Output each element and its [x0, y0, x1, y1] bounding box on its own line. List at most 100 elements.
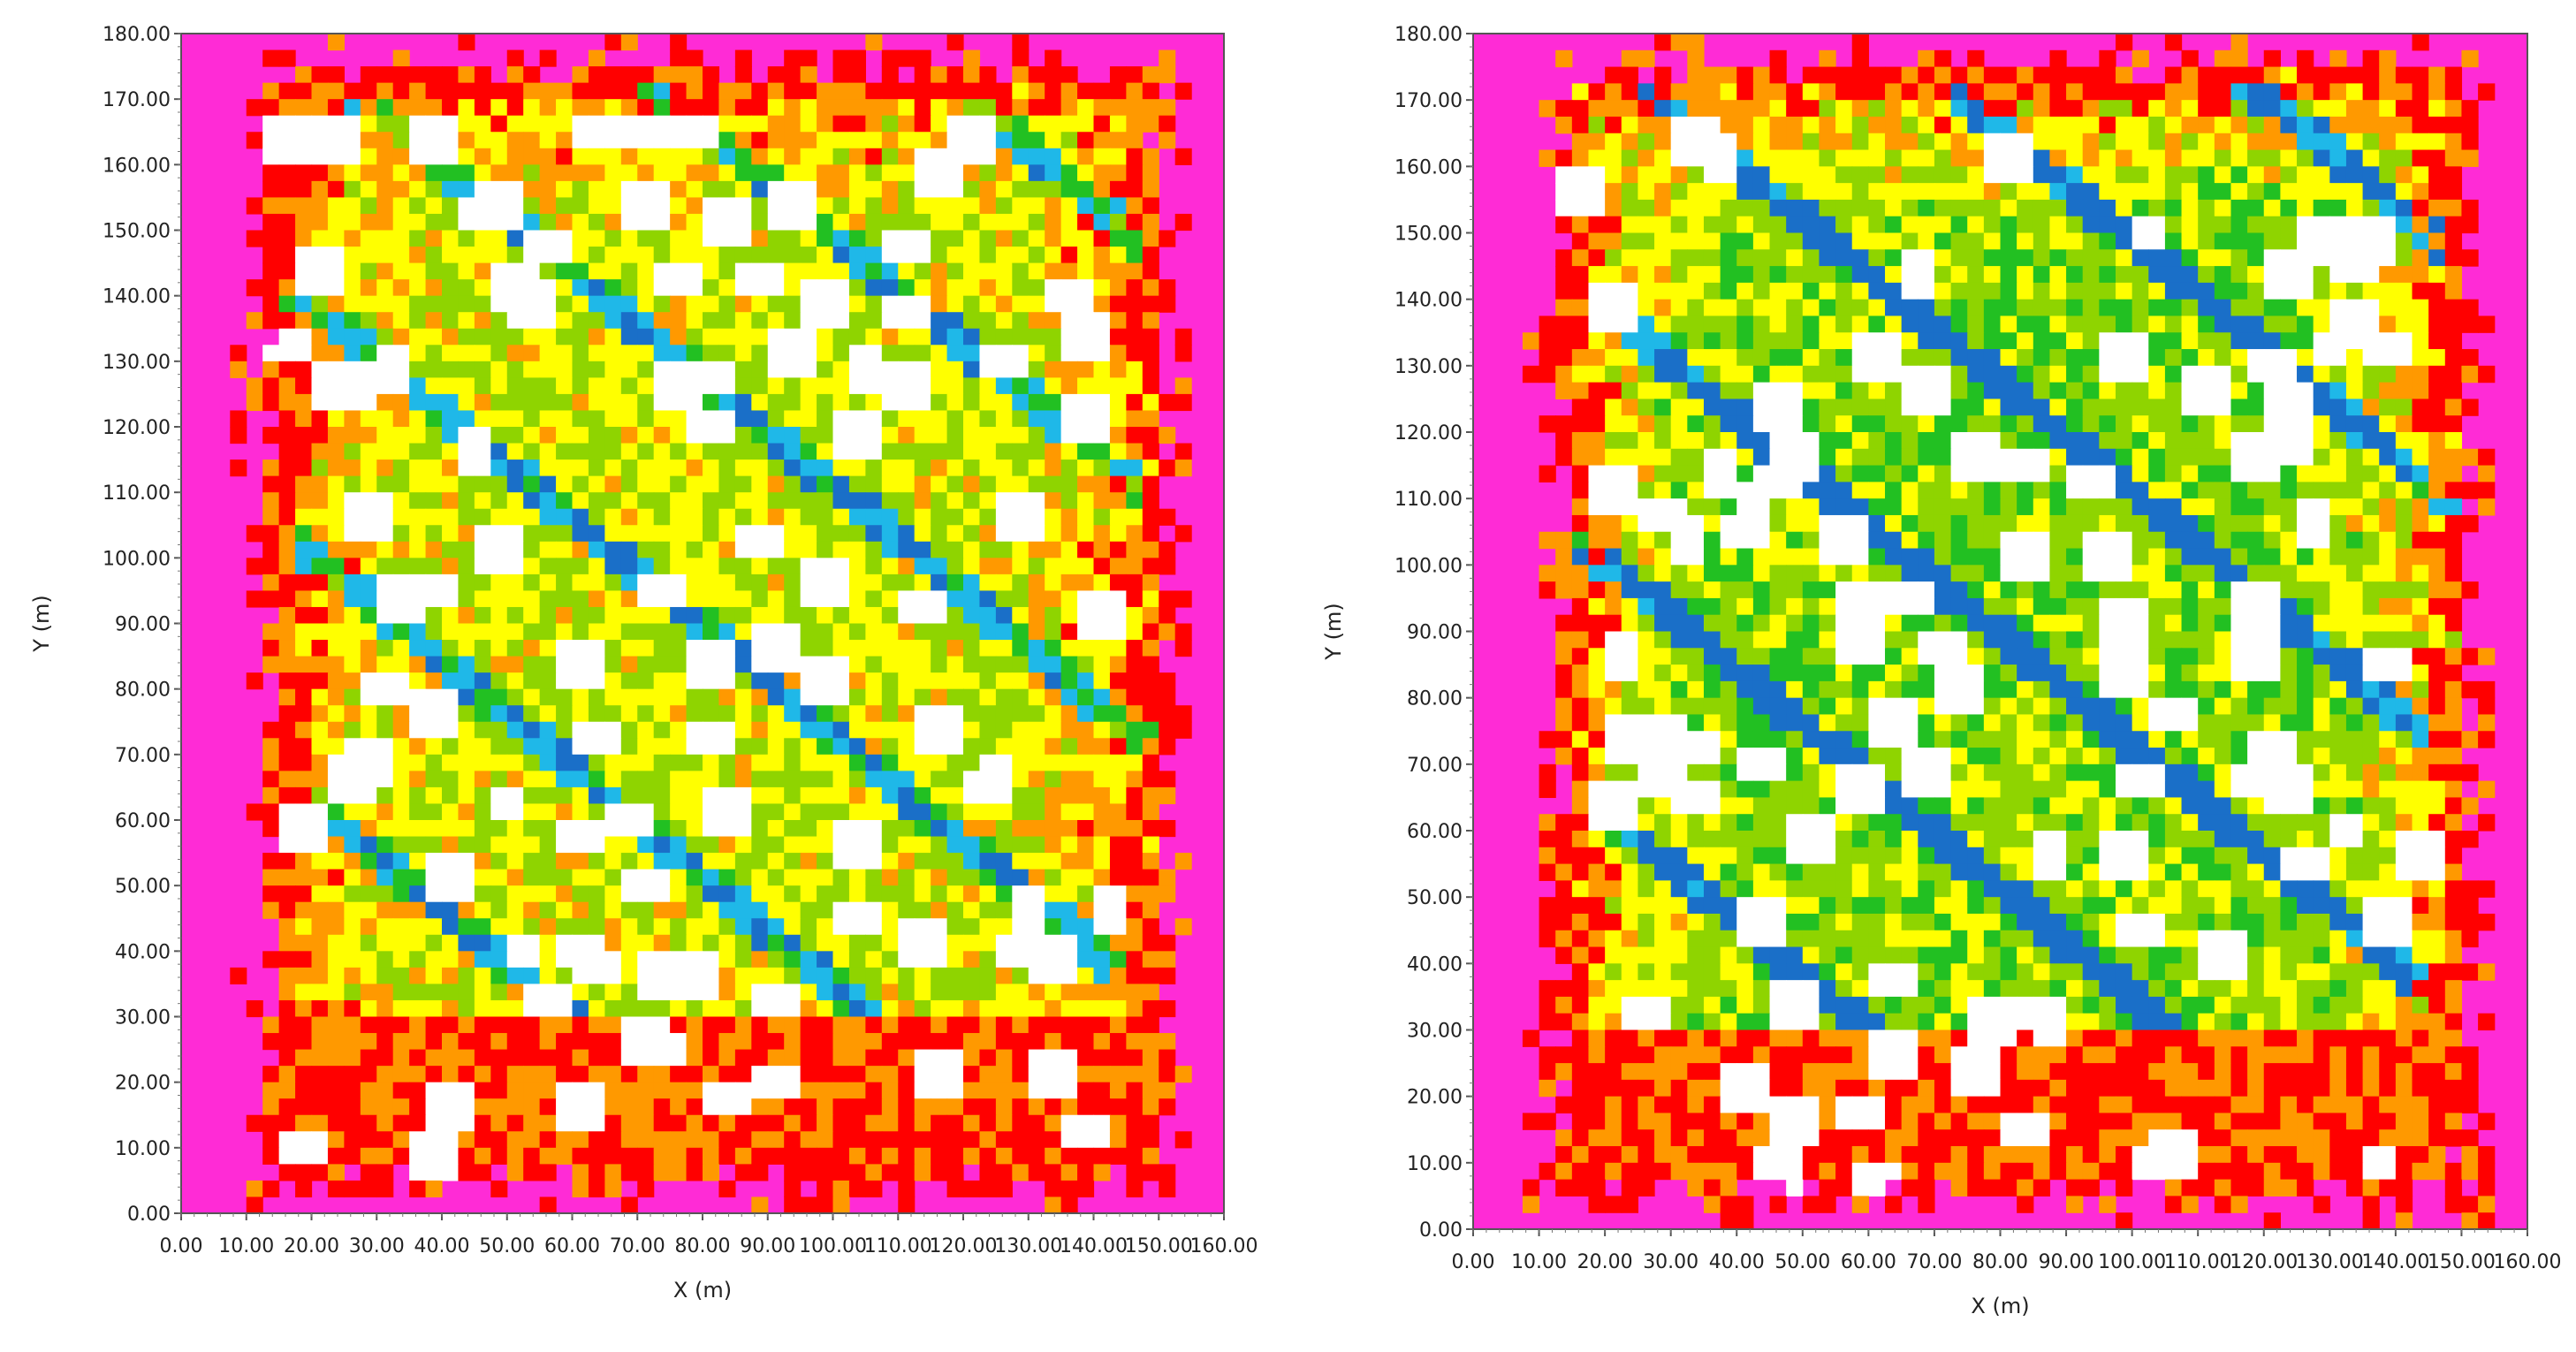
- left-heatmap-cell: [1060, 1114, 1078, 1132]
- right-heatmap-cell: [2412, 116, 2429, 134]
- left-heatmap-cell: [1060, 1147, 1078, 1165]
- left-heatmap-cell: [848, 295, 866, 313]
- left-heatmap-cell: [278, 853, 296, 870]
- left-heatmap-cell: [653, 623, 671, 641]
- left-heatmap-cell: [931, 295, 948, 313]
- left-heatmap-cell: [751, 1082, 769, 1099]
- left-heatmap-cell: [278, 164, 296, 182]
- right-heatmap-cell: [1934, 216, 1952, 234]
- left-heatmap-cell: [1012, 99, 1030, 117]
- left-heatmap-cell: [344, 918, 361, 936]
- left-heatmap-cell: [963, 197, 981, 215]
- right-heatmap-cell: [2297, 49, 2314, 68]
- right-heatmap-cell: [2329, 299, 2347, 317]
- left-heatmap-cell: [703, 590, 720, 608]
- right-heatmap-cell: [1868, 100, 1886, 118]
- left-heatmap-cell: [506, 197, 524, 215]
- left-heatmap-cell: [539, 771, 557, 788]
- left-heatmap-cell: [800, 82, 817, 100]
- left-heatmap-cell: [376, 672, 394, 690]
- right-heatmap-cell: [1752, 149, 1771, 167]
- right-heatmap-cell: [2345, 299, 2364, 317]
- left-heatmap-cell: [506, 1049, 524, 1067]
- right-heatmap-cell: [2297, 299, 2314, 317]
- left-heatmap-cell: [865, 1082, 883, 1099]
- left-heatmap-cell: [653, 1049, 671, 1067]
- left-heatmap-cell: [1012, 1147, 1030, 1165]
- left-heatmap-cell: [832, 180, 850, 199]
- left-heatmap-cell: [653, 771, 671, 788]
- left-heatmap-cell: [963, 754, 981, 771]
- left-heatmap-cell: [1012, 34, 1030, 51]
- left-heatmap-cell: [653, 115, 671, 133]
- right-heatmap-cell: [2263, 66, 2281, 84]
- right-heatmap-cell: [2297, 282, 2314, 300]
- left-heatmap-cell: [881, 820, 899, 838]
- left-heatmap-cell: [490, 590, 508, 608]
- left-heatmap-cell: [979, 951, 997, 968]
- right-heatmap-cell: [1720, 149, 1737, 167]
- left-heatmap-cell: [620, 918, 638, 936]
- left-heatmap-cell: [523, 820, 541, 838]
- left-heatmap-cell: [703, 345, 720, 362]
- left-heatmap-cell: [653, 1131, 671, 1149]
- left-heatmap-cell: [946, 918, 964, 936]
- left-heatmap-cell: [620, 197, 638, 215]
- left-heatmap-cell: [556, 967, 574, 985]
- right-heatmap-cell: [2033, 315, 2051, 333]
- left-heatmap-cell: [686, 1033, 703, 1051]
- left-heatmap-cell: [1109, 688, 1127, 706]
- right-heatmap-cell: [2033, 100, 2051, 118]
- left-heatmap-cell: [556, 754, 574, 771]
- left-heatmap-cell: [995, 1147, 1013, 1165]
- right-heatmap-cell: [1769, 166, 1787, 184]
- left-heatmap-cell: [1028, 164, 1045, 182]
- left-heatmap-cell: [604, 705, 622, 723]
- left-heatmap-cell: [539, 918, 557, 936]
- left-heatmap-cell: [1077, 262, 1095, 280]
- right-heatmap-cell: [1736, 232, 1754, 250]
- left-heatmap-cell: [1159, 590, 1176, 608]
- left-heatmap-cell: [490, 361, 508, 378]
- left-heatmap-cell: [506, 475, 524, 493]
- left-heatmap-cell: [278, 230, 296, 247]
- left-heatmap-cell: [751, 1114, 769, 1132]
- left-heatmap-cell: [832, 328, 850, 346]
- left-heatmap-cell: [784, 279, 802, 297]
- left-heatmap-cell: [1012, 247, 1030, 264]
- left-heatmap-cell: [670, 573, 688, 592]
- left-heatmap-cell: [1142, 640, 1159, 657]
- left-heatmap-cell: [1159, 115, 1176, 133]
- left-heatmap-cell: [718, 590, 736, 608]
- left-heatmap-cell: [848, 705, 866, 723]
- left-heatmap-cell: [800, 328, 817, 346]
- left-heatmap-cell: [295, 1180, 313, 1198]
- left-heatmap-cell: [800, 672, 817, 690]
- right-heatmap-cell: [1819, 49, 1836, 68]
- right-heatmap-cell: [1571, 315, 1590, 333]
- left-heatmap-cell: [995, 688, 1013, 706]
- left-heatmap-cell: [344, 525, 361, 543]
- left-heatmap-cell: [278, 279, 296, 297]
- left-heatmap-cell: [718, 1114, 736, 1132]
- left-heatmap-cell: [734, 803, 752, 821]
- left-heatmap-cell: [620, 148, 638, 165]
- left-heatmap-cell: [539, 967, 557, 985]
- right-heatmap-cell: [1571, 83, 1590, 101]
- left-heatmap-cell: [604, 525, 622, 543]
- left-heatmap-cell: [1109, 771, 1127, 788]
- left-heatmap-cell: [588, 918, 605, 936]
- right-heatmap-cell: [2313, 282, 2330, 300]
- left-heatmap-cell: [442, 623, 460, 641]
- left-heatmap-cell: [392, 410, 410, 428]
- left-heatmap-cell: [963, 1049, 981, 1067]
- left-heatmap-cell: [1028, 66, 1045, 84]
- left-heatmap-cell: [686, 508, 703, 526]
- left-heatmap-cell: [963, 1082, 981, 1099]
- left-heatmap-cell: [490, 492, 508, 510]
- right-heatmap-cell: [2444, 66, 2463, 84]
- left-heatmap-cell: [392, 901, 410, 919]
- right-heatmap-cell: [2017, 100, 2034, 118]
- left-heatmap-cell: [963, 1147, 981, 1165]
- left-heatmap-cell: [556, 295, 574, 313]
